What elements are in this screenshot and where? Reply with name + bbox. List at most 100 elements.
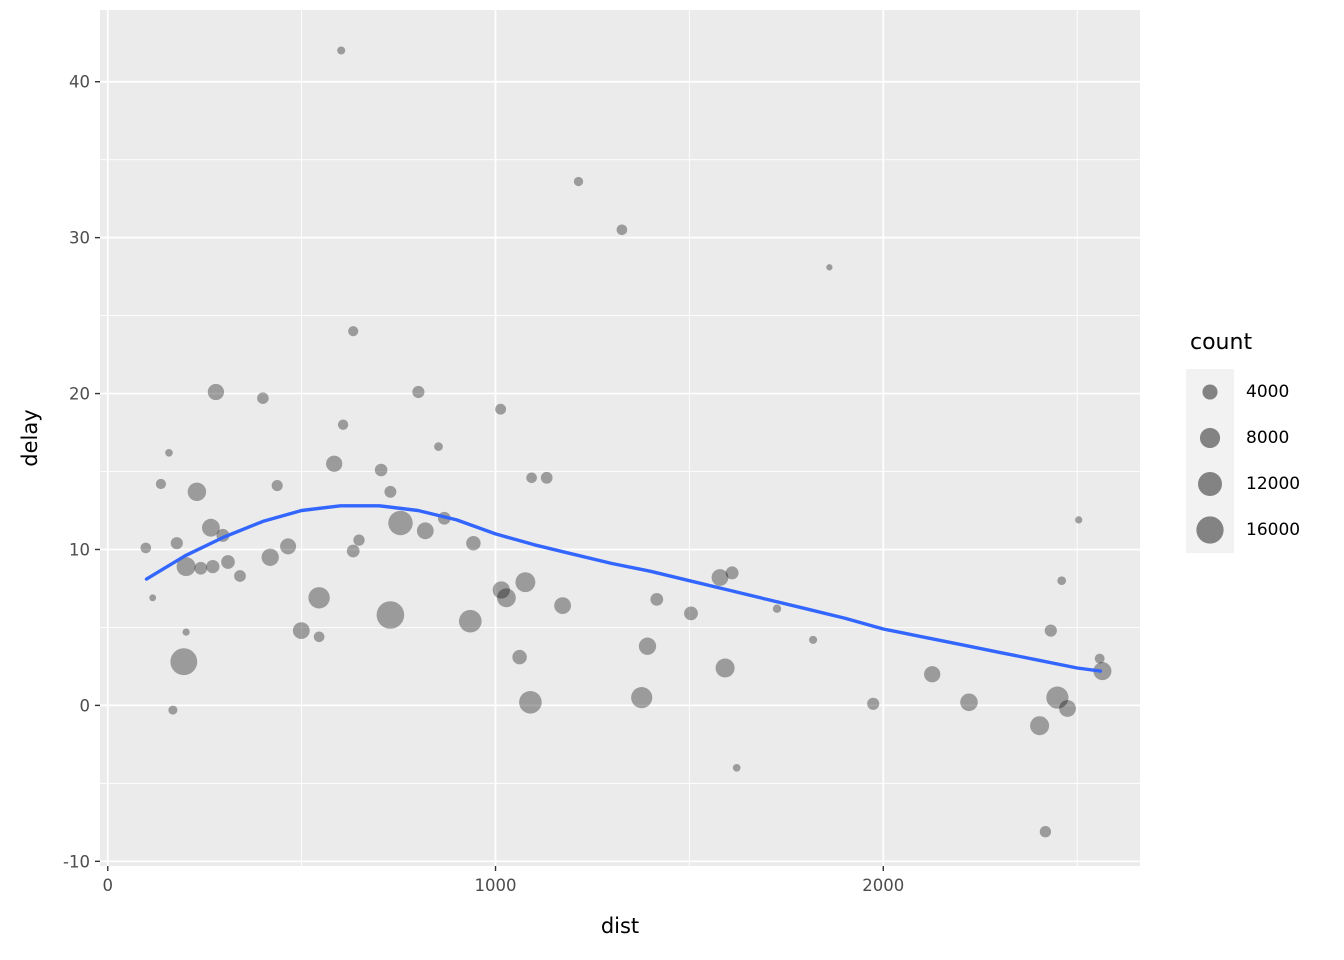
data-point <box>201 518 220 537</box>
data-point <box>526 472 537 484</box>
data-point <box>495 403 507 415</box>
data-point <box>573 176 584 187</box>
smooth-line <box>144 504 1103 673</box>
legend-key-swatch <box>1186 461 1234 507</box>
data-point <box>140 542 152 554</box>
data-point <box>261 548 279 566</box>
data-point <box>434 442 443 451</box>
data-point <box>867 697 880 710</box>
legend-entry: 8000 <box>1186 415 1342 461</box>
data-point <box>376 601 405 629</box>
data-point <box>187 482 207 502</box>
data-point <box>1046 686 1069 709</box>
data-point <box>326 455 343 472</box>
data-point <box>1075 516 1083 524</box>
data-point <box>170 537 183 550</box>
y-axis-tick-label: -10 <box>63 852 90 871</box>
data-point <box>374 463 388 477</box>
data-point <box>1059 700 1076 717</box>
data-point <box>257 392 269 404</box>
data-point <box>492 581 510 599</box>
legend-size-circle <box>1202 384 1218 400</box>
data-point <box>1093 662 1112 681</box>
legend-size-circle <box>1198 472 1222 496</box>
legend-entry: 16000 <box>1186 507 1342 553</box>
data-point <box>540 471 553 484</box>
plot-panel <box>100 10 1140 866</box>
legend-key-swatch <box>1186 369 1234 415</box>
data-point <box>1057 576 1067 586</box>
legend-entry: 12000 <box>1186 461 1342 507</box>
data-point <box>809 635 818 644</box>
data-point <box>924 666 941 683</box>
y-axis-tick-label: 40 <box>69 73 90 92</box>
data-point <box>292 622 310 639</box>
legend-key-swatch <box>1186 415 1234 461</box>
data-point <box>388 510 413 536</box>
data-point <box>772 604 782 613</box>
data-point <box>313 631 325 643</box>
legend-entry-label: 16000 <box>1246 520 1301 540</box>
data-point <box>271 480 283 492</box>
data-point <box>337 419 349 430</box>
data-point <box>194 561 208 575</box>
y-axis-title: delay <box>18 409 42 467</box>
legend-entry-label: 12000 <box>1246 474 1301 494</box>
data-point <box>497 588 516 608</box>
legend-entry-label: 8000 <box>1246 428 1290 448</box>
data-point <box>221 555 235 569</box>
x-axis-tick-label: 2000 <box>862 876 904 895</box>
data-point <box>631 687 653 709</box>
y-axis-tick-label: 20 <box>69 385 90 404</box>
legend: count 4000 8000 12000 16000 <box>1186 330 1342 553</box>
legend-entries: 4000 8000 12000 16000 <box>1186 369 1342 553</box>
data-point <box>280 538 297 555</box>
legend-entry: 4000 <box>1186 369 1342 415</box>
data-point <box>182 628 190 636</box>
data-point <box>650 593 664 606</box>
data-point <box>308 587 330 609</box>
data-point <box>1044 624 1057 637</box>
data-point <box>715 658 735 678</box>
data-point <box>458 609 482 633</box>
data-point <box>826 264 833 271</box>
data-point <box>155 478 166 490</box>
data-point <box>416 522 434 540</box>
data-point <box>466 535 481 551</box>
data-point <box>346 544 360 558</box>
x-axis-tick-label: 0 <box>103 876 114 895</box>
data-point <box>512 649 527 665</box>
legend-key-swatch <box>1186 507 1234 553</box>
data-point <box>960 693 978 712</box>
data-point <box>384 485 397 498</box>
data-point <box>176 557 196 577</box>
legend-entry-label: 4000 <box>1246 382 1290 402</box>
data-point <box>149 594 157 602</box>
data-point <box>515 572 536 593</box>
data-point <box>554 597 571 614</box>
data-point <box>412 385 425 399</box>
data-point <box>234 570 246 582</box>
legend-title: count <box>1190 330 1253 355</box>
data-point <box>348 326 359 337</box>
data-point <box>206 559 220 574</box>
x-axis-title: dist <box>600 914 640 938</box>
legend-size-circle <box>1196 516 1224 544</box>
data-point <box>353 534 365 546</box>
data-point <box>1030 716 1050 736</box>
data-point <box>337 46 346 55</box>
data-point <box>207 383 225 401</box>
x-axis-tick-label: 1000 <box>475 876 517 895</box>
data-point <box>168 705 178 715</box>
y-axis-tick-label: 30 <box>69 229 90 248</box>
data-point <box>616 224 628 236</box>
y-axis-tick-label: 0 <box>80 696 91 715</box>
data-point <box>519 690 542 714</box>
data-point <box>684 606 698 621</box>
y-axis-tick-label: 10 <box>69 540 90 559</box>
data-point <box>170 648 198 676</box>
data-point <box>638 637 657 655</box>
data-point <box>725 566 739 580</box>
